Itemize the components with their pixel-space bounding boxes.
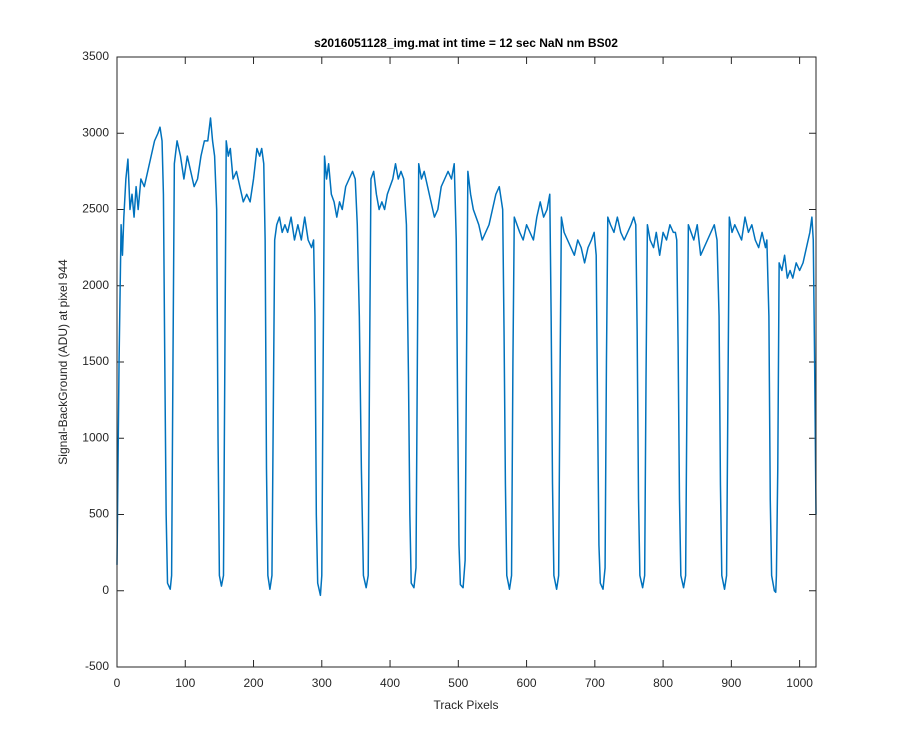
x-tick-label: 1000 [786,676,813,690]
y-tick-label: 3500 [82,49,109,63]
plot-frame [116,56,817,668]
x-axis-label: Track Pixels [434,698,499,712]
y-tick-label: -500 [85,659,109,673]
x-tick-label: 0 [114,676,121,690]
x-tick-label: 700 [585,676,605,690]
x-tick-label: 900 [721,676,741,690]
y-tick-label: 1000 [82,430,109,444]
x-tick-label: 400 [380,676,400,690]
x-tick-label: 200 [244,676,264,690]
y-tick-label: 3000 [82,125,109,139]
y-tick-label: 1500 [82,354,109,368]
y-tick-label: 2500 [82,202,109,216]
y-tick-label: 2000 [82,278,109,292]
x-tick-label: 100 [175,676,195,690]
y-axis-label: Signal-BackGround (ADU) at pixel 944 [56,259,70,465]
x-tick-label: 300 [312,676,332,690]
chart-title: s2016051128_img.mat int time = 12 sec Na… [314,36,618,50]
y-tick-label: 0 [102,583,109,597]
x-tick-label: 500 [448,676,468,690]
x-tick-label: 600 [517,676,537,690]
x-tick-label: 800 [653,676,673,690]
y-tick-label: 500 [89,507,109,521]
data-line [116,117,817,597]
